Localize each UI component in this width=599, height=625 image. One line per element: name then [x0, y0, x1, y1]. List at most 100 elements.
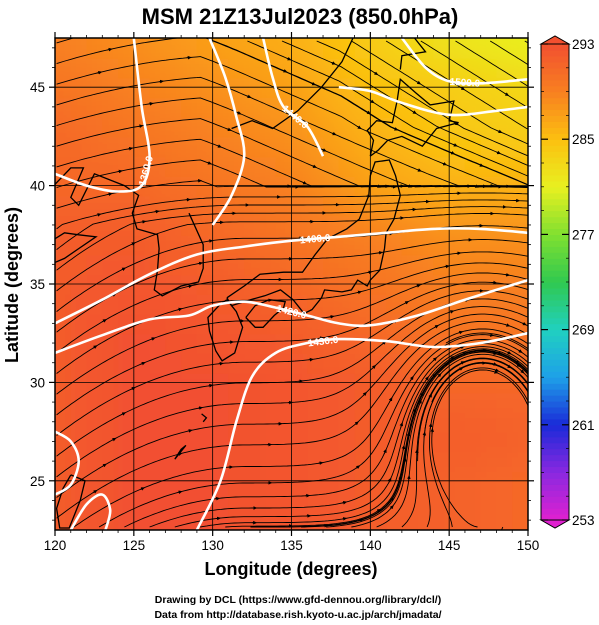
colorbar-band — [541, 347, 569, 354]
colorbar-band — [541, 317, 569, 325]
wind-arrowhead — [425, 376, 429, 382]
y-tick-label: 35 — [30, 277, 45, 292]
colorbar-band — [541, 341, 569, 349]
wind-arrowhead — [362, 391, 367, 397]
wind-arrowhead — [492, 362, 498, 366]
colorbar-band — [541, 448, 569, 456]
x-tick-label: 150 — [517, 538, 540, 553]
streamline — [431, 362, 528, 403]
streamline — [56, 38, 75, 44]
wind-arrowhead — [154, 209, 160, 214]
streamline — [56, 138, 528, 188]
wind-arrowhead — [318, 461, 324, 465]
wind-arrowhead — [355, 465, 361, 470]
colorbar-band — [541, 234, 569, 241]
contour-line — [55, 38, 151, 193]
wind-arrowhead — [121, 267, 127, 272]
contour-line — [338, 85, 528, 117]
wind-arrowhead — [516, 363, 521, 368]
wind-arrowhead — [407, 474, 411, 482]
wind-arrowhead — [246, 94, 252, 98]
colorbar-band — [541, 353, 569, 360]
colorbar-band — [541, 186, 569, 194]
colorbar-band — [541, 252, 569, 259]
x-tick-label: 120 — [44, 538, 67, 553]
colorbar-band — [541, 484, 569, 491]
colorbar-band — [541, 103, 569, 111]
wind-arrowhead — [92, 489, 98, 494]
streamline — [424, 362, 528, 432]
colorbar-band — [541, 412, 569, 420]
wind-arrowhead — [302, 180, 308, 185]
wind-arrowhead — [236, 111, 242, 115]
coastlines — [55, 38, 459, 529]
streamline — [429, 367, 528, 528]
colorbar-band — [541, 228, 569, 235]
wind-arrowhead — [459, 345, 465, 350]
wind-arrowhead — [377, 251, 384, 255]
colorbar-tick-label: 285 — [572, 132, 595, 147]
streamline — [401, 357, 528, 528]
colorbar-tick-label: 261 — [572, 418, 595, 433]
wind-arrowhead — [428, 422, 433, 429]
wind-arrowhead — [496, 150, 502, 155]
wind-arrowhead — [404, 301, 410, 305]
colorbar-band — [541, 133, 569, 140]
wind-arrowhead — [422, 431, 427, 438]
chart-title: MSM 21Z13Jul2023 (850.0hPa) — [142, 4, 459, 29]
colorbar-band — [541, 180, 569, 188]
streamline — [417, 358, 528, 462]
wind-arrowhead — [92, 345, 98, 349]
contour-label: 1400.0 — [299, 233, 331, 247]
streamline — [56, 320, 528, 519]
wind-arrowhead — [505, 323, 511, 327]
wind-arrowhead — [107, 192, 113, 197]
wind-arrowhead — [197, 261, 204, 266]
streamline — [438, 351, 528, 375]
colorbar-ticks: 253 261 269 277 285 293 — [541, 37, 595, 528]
coastline — [55, 167, 204, 297]
colorbar-band — [541, 424, 569, 432]
colorbar-band — [541, 502, 569, 509]
colorbar-band — [541, 305, 569, 313]
wind-arrowhead — [206, 161, 212, 165]
coastline — [201, 413, 208, 423]
wind-arrowhead — [520, 369, 525, 374]
colorbar-band — [541, 163, 569, 170]
wind-arrowhead — [497, 129, 503, 133]
wind-arrowhead — [321, 148, 327, 152]
colorbar-tick-label: 269 — [572, 323, 595, 338]
y-tick-label: 30 — [30, 375, 45, 390]
wind-arrowhead — [97, 70, 103, 75]
wind-arrowhead — [409, 375, 414, 381]
colorbar-band — [541, 454, 569, 462]
wind-arrowhead — [437, 372, 442, 378]
colorbar-band — [541, 383, 569, 390]
colorbar-band — [541, 44, 569, 51]
colorbar-band — [541, 121, 569, 128]
wind-arrowhead — [148, 102, 154, 106]
colorbar-band — [541, 436, 569, 444]
y-tick-label: 25 — [30, 474, 45, 489]
wind-arrowhead — [415, 284, 421, 288]
colorbar-band — [541, 240, 569, 247]
wind-arrowhead — [187, 284, 193, 289]
wind-arrowhead — [388, 396, 393, 403]
colorbar-band — [541, 401, 569, 408]
wind-arrowhead — [117, 169, 123, 174]
wind-arrowhead — [506, 364, 512, 369]
colorbar-band — [541, 49, 569, 57]
wind-arrowhead — [341, 500, 348, 505]
wind-arrowhead — [341, 517, 348, 521]
wind-arrowhead — [428, 393, 432, 399]
colorbar-tick-label: 253 — [572, 513, 595, 528]
colorbar-band — [541, 377, 569, 384]
wind-arrowhead — [444, 264, 450, 269]
coastline — [174, 444, 187, 460]
colorbar-band — [541, 395, 569, 402]
streamline — [489, 40, 528, 66]
colorbar-band — [541, 466, 569, 473]
streamline — [445, 332, 528, 350]
wind-arrowhead — [389, 505, 394, 510]
